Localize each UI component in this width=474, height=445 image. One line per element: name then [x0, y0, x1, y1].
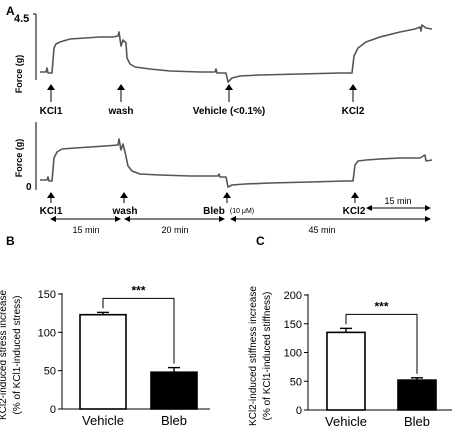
- duration-arrow-45min: [230, 216, 431, 222]
- c-ytick-label: 0: [296, 405, 302, 417]
- b-ytick-label: 50: [44, 366, 56, 378]
- panel-b-ylabel-line1: KCl2-induced stress increase: [0, 290, 9, 420]
- force-axis-label-top: Force (g): [14, 55, 24, 94]
- top-event-wash-label: wash: [107, 106, 133, 117]
- panel-b-ylabel-line2: (% of KCl1-induced stress): [12, 296, 23, 415]
- c-significance-label: ***: [374, 299, 388, 313]
- b-bar-vehicle: [79, 313, 127, 410]
- bottom-event-bleb-arrow: [223, 192, 231, 203]
- panel-b-bar-chart: KCl2-induced stress increase (% of KCl1-…: [0, 283, 210, 428]
- c-bar-bleb: [397, 379, 437, 411]
- panel-c-ylabel-line2: (% of KCl1-induced stiffness): [262, 292, 273, 421]
- duration-arrow-15min-last: [366, 205, 431, 211]
- bottom-force-trace: [40, 138, 433, 188]
- c-xtick-label-bleb: Bleb: [404, 414, 430, 429]
- bottom-event-wash-arrow: [120, 192, 128, 203]
- duration-arrow-15min-first: [50, 216, 121, 222]
- duration-label-15min-last: 15 min: [384, 196, 411, 206]
- c-ytick-label: 50: [290, 376, 302, 388]
- panel-c-ylabel-line1: KCl2-induced stiffness increase: [248, 286, 259, 426]
- top-event-kcl1-label: KCl1: [40, 106, 63, 117]
- panel-b-label: B: [6, 234, 15, 248]
- top-event-vehicle-label: Vehicle (<0.1%): [193, 106, 266, 117]
- b-bar-bleb: [150, 371, 198, 410]
- ytick-max-label: 4.5: [14, 13, 29, 25]
- top-event-kcl2-arrow: [349, 84, 357, 102]
- top-force-trace: [40, 24, 433, 83]
- top-event-kcl1-arrow: [47, 84, 55, 102]
- b-ytick-label: 100: [38, 327, 56, 339]
- c-ytick-label: 150: [284, 319, 302, 331]
- duration-label-20min: 20 min: [161, 225, 188, 235]
- bottom-event-wash-label: wash: [111, 206, 137, 217]
- c-xtick-label-vehicle: Vehicle: [325, 414, 367, 429]
- c-ytick-label: 100: [284, 348, 302, 360]
- panel-a-label: A: [6, 4, 15, 18]
- b-xtick-label-vehicle: Vehicle: [82, 413, 124, 428]
- bleb-dose-label: (10 μM): [230, 208, 254, 215]
- panel-c-bar-chart: KCl2-induced stiffness increase (% of KC…: [248, 286, 452, 429]
- duration-label-45min: 45 min: [308, 225, 335, 235]
- panel-c-label: C: [256, 234, 265, 248]
- bottom-event-kcl1-arrow: [47, 192, 55, 203]
- duration-label-15min-first: 15 min: [72, 225, 99, 235]
- ytick-min-label: 0: [26, 182, 32, 193]
- bottom-event-bleb-label: Bleb: [203, 206, 225, 217]
- b-significance-bracket: [102, 297, 175, 364]
- top-event-kcl2-label: KCl2: [342, 106, 365, 117]
- b-ytick-label: 150: [38, 289, 56, 301]
- bottom-event-kcl2-arrow: [351, 192, 359, 203]
- force-axis-label-bottom: Force (g): [14, 139, 24, 178]
- top-event-vehicle-arrow: [225, 84, 233, 102]
- bottom-event-kcl1-label: KCl1: [40, 206, 63, 217]
- c-significance-bracket: [345, 313, 418, 374]
- top-event-wash-arrow: [117, 84, 125, 102]
- b-xtick-label-bleb: Bleb: [161, 413, 187, 428]
- b-significance-label: ***: [131, 283, 145, 297]
- c-ytick-label: 200: [284, 290, 302, 302]
- duration-arrow-20min: [124, 216, 225, 222]
- b-ytick-label: 0: [50, 404, 56, 416]
- bottom-event-kcl2-label: KCl2: [343, 206, 366, 217]
- c-bar-vehicle: [326, 331, 366, 411]
